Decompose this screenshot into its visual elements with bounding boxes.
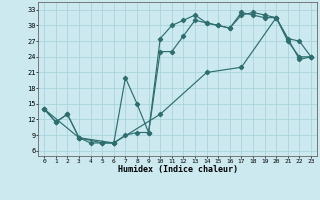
X-axis label: Humidex (Indice chaleur): Humidex (Indice chaleur) xyxy=(118,165,238,174)
